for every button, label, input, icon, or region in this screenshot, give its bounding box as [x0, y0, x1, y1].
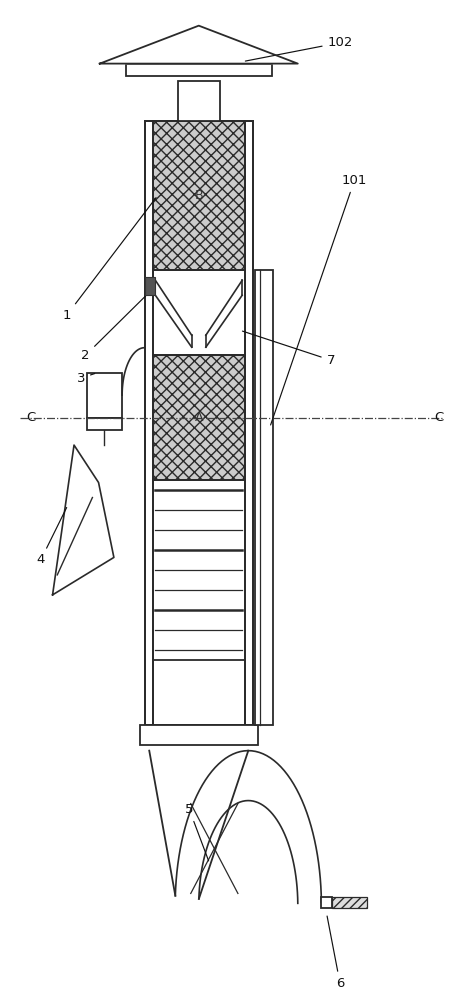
Text: 101: 101: [271, 174, 367, 425]
Text: 1: 1: [62, 198, 156, 322]
Text: 5: 5: [185, 803, 209, 861]
Bar: [145, 121, 153, 725]
Bar: [255, 270, 273, 725]
Bar: [140, 725, 258, 745]
Bar: [332, 897, 367, 908]
Polygon shape: [206, 272, 242, 340]
Polygon shape: [100, 26, 298, 64]
Bar: [126, 64, 272, 76]
Bar: [153, 121, 245, 270]
Polygon shape: [53, 445, 114, 595]
Text: 6: 6: [327, 916, 344, 990]
Text: 4: 4: [36, 507, 67, 566]
Text: 2: 2: [81, 288, 153, 362]
Text: C: C: [26, 411, 36, 424]
Bar: [245, 121, 253, 725]
Bar: [145, 277, 156, 295]
Bar: [87, 373, 122, 418]
Bar: [87, 418, 122, 430]
Polygon shape: [156, 272, 192, 340]
Bar: [153, 355, 245, 480]
Text: 3: 3: [77, 372, 95, 385]
Text: B: B: [194, 189, 203, 202]
Bar: [177, 81, 220, 121]
Text: 102: 102: [245, 36, 353, 61]
Bar: [321, 897, 332, 908]
Text: A: A: [194, 411, 203, 424]
Text: C: C: [435, 411, 444, 424]
Text: 7: 7: [243, 331, 335, 367]
